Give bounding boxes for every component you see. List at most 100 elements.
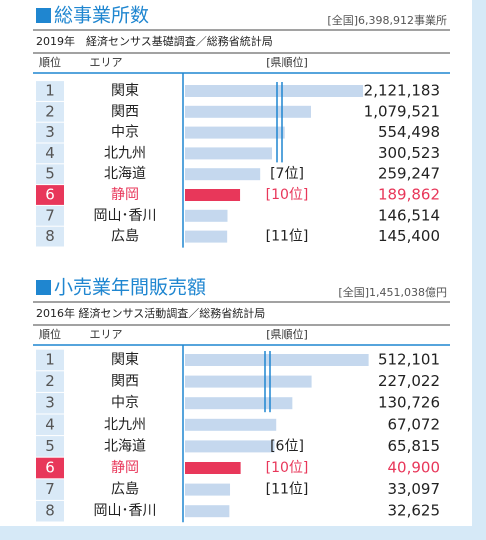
rank: 7 <box>45 480 55 498</box>
rank-cell <box>36 392 64 414</box>
value-label: 65,815 <box>388 437 441 455</box>
area: 岡山･香川 <box>94 503 157 519</box>
rank-cell <box>36 436 64 457</box>
value-label: 512,101 <box>378 351 440 369</box>
rank: 6 <box>45 186 55 204</box>
value-label: 2,121,183 <box>364 82 440 100</box>
rank: 2 <box>45 372 55 390</box>
area: 関西 <box>111 374 139 390</box>
rank-cell <box>36 122 64 143</box>
area: 関東 <box>111 352 139 368</box>
bar <box>185 440 275 453</box>
pref-rank: [10位] <box>266 460 309 476</box>
column-header: 順位 <box>39 55 61 69</box>
rank-cell <box>36 185 64 205</box>
area: 広島 <box>111 229 139 245</box>
rank: 6 <box>45 459 55 477</box>
rank: 7 <box>45 206 55 224</box>
area: 北海道 <box>104 166 146 182</box>
bar <box>185 418 277 431</box>
rank: 8 <box>45 502 55 520</box>
rank-cell <box>36 457 64 479</box>
value-label: 227,022 <box>378 372 440 390</box>
source: 2016年 経済センサス活動調査／総務省統計局 <box>36 306 265 320</box>
bar <box>185 375 312 388</box>
rank: 5 <box>45 165 55 183</box>
rank: 5 <box>45 437 55 455</box>
area: 静岡 <box>111 187 139 203</box>
value-label: 554,498 <box>378 123 440 141</box>
pref-rank: [7位] <box>270 166 304 182</box>
title: 総事業所数 <box>54 5 149 27</box>
value-label: 259,247 <box>378 165 440 183</box>
rank-cell <box>36 164 64 185</box>
bar <box>185 483 231 496</box>
bar <box>185 147 273 160</box>
pref-rank: [6位] <box>270 438 304 454</box>
column-header: エリア <box>90 328 123 341</box>
value-label: 189,862 <box>378 186 440 204</box>
rank: 3 <box>45 123 55 141</box>
area: 北九州 <box>104 145 146 161</box>
pref-rank: [10位] <box>266 187 309 203</box>
area: 中京 <box>111 125 139 141</box>
title: 小売業年間販売額 <box>54 277 206 299</box>
rank-cell <box>36 101 64 122</box>
total: [全国]1,451,038億円 <box>338 285 447 299</box>
rank-cell <box>36 205 64 226</box>
area: 中京 <box>111 395 139 411</box>
rank-cell <box>36 81 64 101</box>
bar <box>185 462 241 474</box>
value-label: 130,726 <box>378 394 440 412</box>
value-label: 300,523 <box>378 144 440 162</box>
title-marker <box>36 280 51 295</box>
rank-cell <box>36 500 64 522</box>
value-label: 1,079,521 <box>364 102 440 120</box>
area: 静岡 <box>111 460 139 476</box>
bar <box>185 397 293 410</box>
column-header: [県順位] <box>266 327 308 341</box>
bar <box>185 126 285 139</box>
rank: 1 <box>45 351 55 369</box>
total: [全国]6,398,912事業所 <box>327 13 447 27</box>
rank-cell <box>36 479 64 500</box>
column-header: エリア <box>90 56 123 69</box>
value-label: 67,072 <box>388 415 441 433</box>
rank: 3 <box>45 394 55 412</box>
value-label: 32,625 <box>388 502 441 520</box>
rank-cell <box>36 349 64 371</box>
bar <box>185 354 369 366</box>
bar <box>185 230 228 243</box>
bar <box>185 505 230 518</box>
bar <box>185 209 228 222</box>
rank-cell <box>36 414 64 436</box>
area: 関東 <box>111 83 139 99</box>
area: 岡山･香川 <box>94 208 157 224</box>
rank: 8 <box>45 227 55 245</box>
area: 関西 <box>111 104 139 120</box>
pref-rank: [11位] <box>266 229 309 245</box>
area: 北海道 <box>104 438 146 454</box>
rank-cell <box>36 371 64 392</box>
value-label: 33,097 <box>388 480 441 498</box>
source: 2019年 経済センサス基礎調査／総務省統計局 <box>36 34 273 48</box>
title-marker <box>36 8 51 23</box>
area: 北九州 <box>104 417 146 433</box>
column-header: [県順位] <box>266 55 308 69</box>
rank: 1 <box>45 82 55 100</box>
bar <box>185 189 241 201</box>
pref-rank: [11位] <box>266 482 309 498</box>
area: 広島 <box>111 482 139 498</box>
rank: 4 <box>45 144 55 162</box>
value-label: 40,900 <box>388 459 441 477</box>
rank: 4 <box>45 415 55 433</box>
bar <box>185 168 261 181</box>
value-label: 146,514 <box>378 206 440 224</box>
column-header: 順位 <box>39 327 61 341</box>
bar <box>185 105 311 118</box>
rank-cell <box>36 143 64 164</box>
rank-cell <box>36 226 64 247</box>
bar <box>185 85 364 97</box>
rank: 2 <box>45 102 55 120</box>
